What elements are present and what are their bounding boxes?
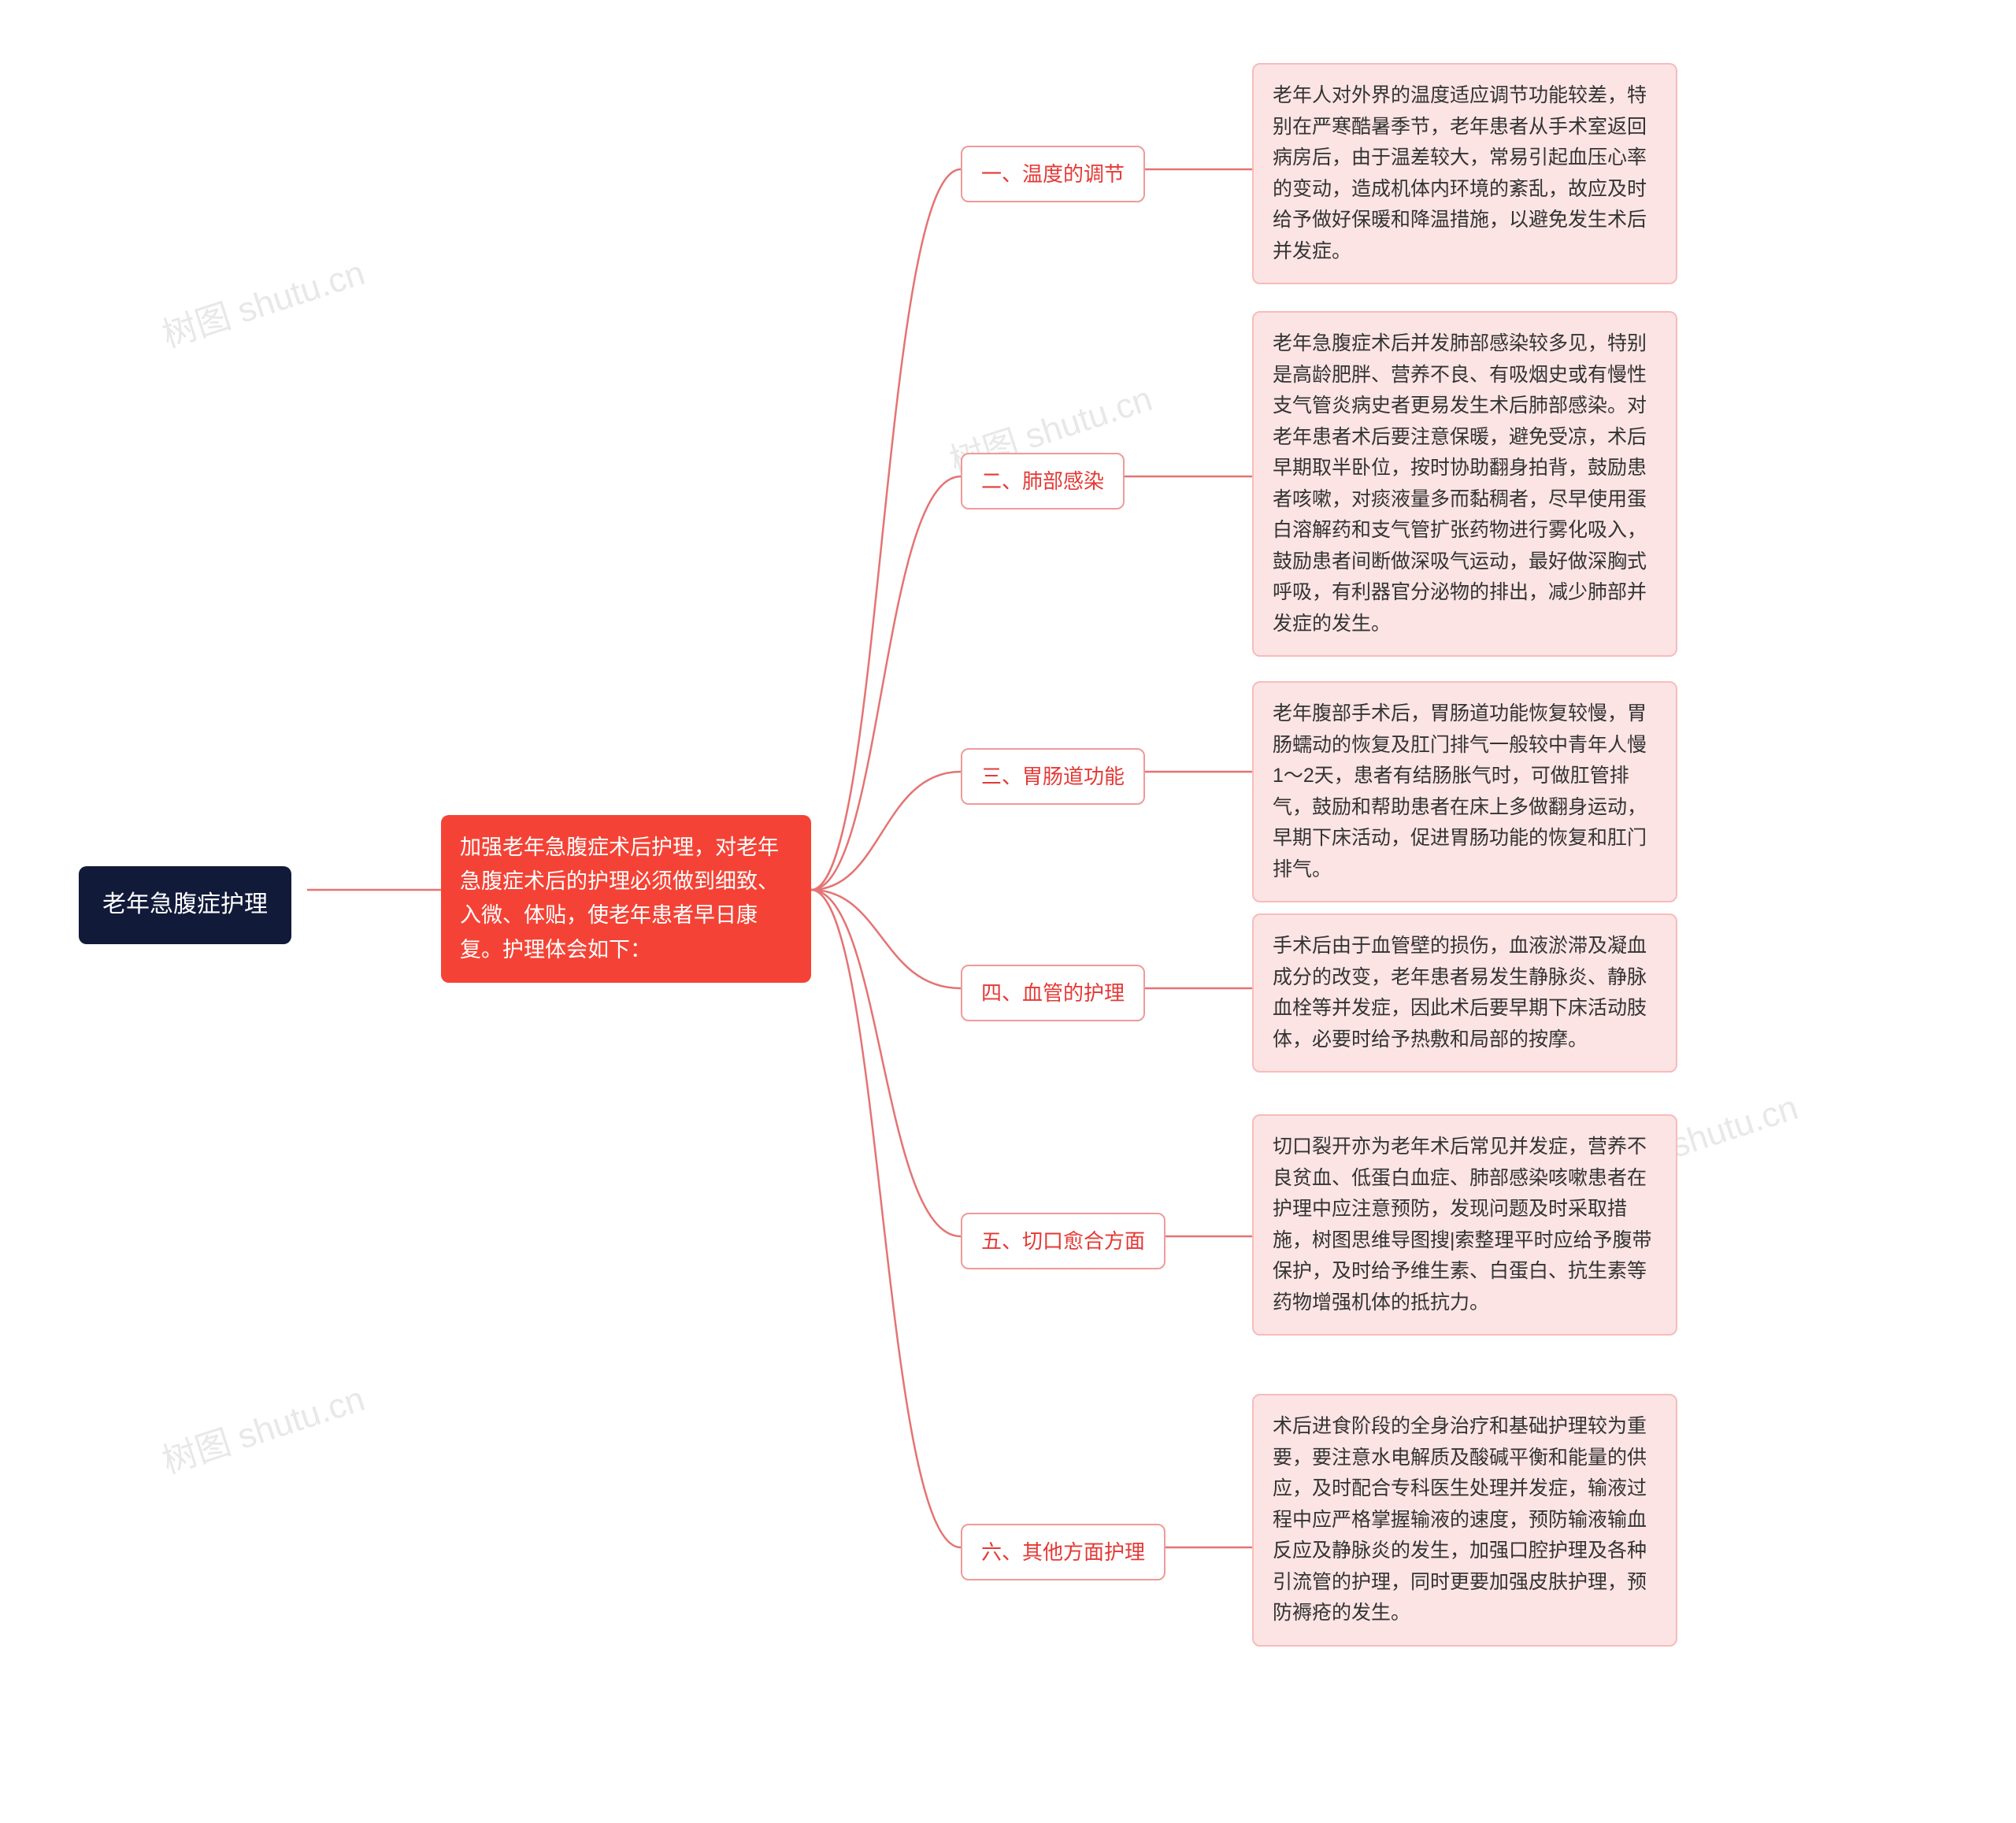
intro-text: 加强老年急腹症术后护理，对老年急腹症术后的护理必须做到细致、入微、体贴，使老年患… — [460, 836, 779, 962]
topic-label: 一、温度的调节 — [981, 162, 1125, 186]
detail-vascular[interactable]: 手术后由于血管壁的损伤，血液淤滞及凝血成分的改变，老年患者易发生静脉炎、静脉血栓… — [1252, 913, 1677, 1073]
topic-temperature[interactable]: 一、温度的调节 — [961, 146, 1145, 202]
detail-wound-healing[interactable]: 切口裂开亦为老年术后常见并发症，营养不良贫血、低蛋白血症、肺部感染咳嗽患者在护理… — [1252, 1114, 1677, 1336]
detail-text: 术后进食阶段的全身治疗和基础护理较为重要，要注意水电解质及酸碱平衡和能量的供应，… — [1273, 1415, 1647, 1624]
detail-temperature[interactable]: 老年人对外界的温度适应调节功能较差，特别在严寒酷暑季节，老年患者从手术室返回病房… — [1252, 63, 1677, 284]
detail-text: 切口裂开亦为老年术后常见并发症，营养不良贫血、低蛋白血症、肺部感染咳嗽患者在护理… — [1273, 1136, 1652, 1314]
detail-gastrointestinal[interactable]: 老年腹部手术后，胃肠道功能恢复较慢，胃肠蠕动的恢复及肛门排气一般较中青年人慢1～… — [1252, 681, 1677, 902]
mindmap-root[interactable]: 老年急腹症护理 — [79, 866, 291, 944]
detail-other-care[interactable]: 术后进食阶段的全身治疗和基础护理较为重要，要注意水电解质及酸碱平衡和能量的供应，… — [1252, 1394, 1677, 1647]
topic-other-care[interactable]: 六、其他方面护理 — [961, 1524, 1166, 1580]
detail-text: 老年腹部手术后，胃肠道功能恢复较慢，胃肠蠕动的恢复及肛门排气一般较中青年人慢1～… — [1273, 702, 1647, 880]
detail-text: 老年人对外界的温度适应调节功能较差，特别在严寒酷暑季节，老年患者从手术室返回病房… — [1273, 84, 1647, 262]
detail-text: 老年急腹症术后并发肺部感染较多见，特别是高龄肥胖、营养不良、有吸烟史或有慢性支气… — [1273, 332, 1647, 635]
topic-gastrointestinal[interactable]: 三、胃肠道功能 — [961, 748, 1145, 805]
topic-lung-infection[interactable]: 二、肺部感染 — [961, 453, 1125, 509]
topic-wound-healing[interactable]: 五、切口愈合方面 — [961, 1213, 1166, 1269]
root-label: 老年急腹症护理 — [102, 891, 268, 917]
topic-label: 五、切口愈合方面 — [981, 1229, 1145, 1253]
topic-label: 三、胃肠道功能 — [981, 765, 1125, 788]
watermark: 树图 shutu.cn — [155, 244, 370, 357]
detail-text: 手术后由于血管壁的损伤，血液淤滞及凝血成分的改变，老年患者易发生静脉炎、静脉血栓… — [1273, 935, 1647, 1050]
topic-label: 四、血管的护理 — [981, 981, 1125, 1005]
topic-label: 六、其他方面护理 — [981, 1540, 1145, 1564]
topic-label: 二、肺部感染 — [981, 469, 1104, 493]
topic-vascular[interactable]: 四、血管的护理 — [961, 965, 1145, 1021]
watermark: 树图 shutu.cn — [155, 1370, 370, 1483]
detail-lung-infection[interactable]: 老年急腹症术后并发肺部感染较多见，特别是高龄肥胖、营养不良、有吸烟史或有慢性支气… — [1252, 311, 1677, 657]
mindmap-intro[interactable]: 加强老年急腹症术后护理，对老年急腹症术后的护理必须做到细致、入微、体贴，使老年患… — [441, 815, 811, 983]
